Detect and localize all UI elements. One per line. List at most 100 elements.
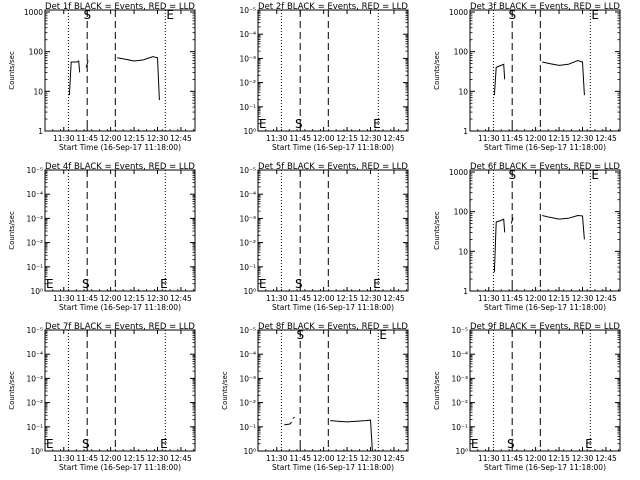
y-tick-label: 10⁻⁴ xyxy=(239,30,256,39)
marker-s: S xyxy=(295,117,303,131)
y-tick-label: 10⁻³ xyxy=(26,214,43,223)
y-tick-label: 10⁻⁵ xyxy=(239,166,256,175)
y-tick-label: 1000 xyxy=(449,8,468,17)
y-axis-label: Counts/sec xyxy=(433,371,441,410)
marker-e: E xyxy=(160,437,168,451)
panel-title: Det 6f BLACK = Events, RED = LLD xyxy=(470,162,620,172)
x-tick-label: 11:45 xyxy=(289,294,311,303)
x-axis-label: Start Time (16-Sep-17 11:18:00) xyxy=(59,143,181,152)
y-tick-label: 10⁰ xyxy=(30,287,43,296)
y-tick-label: 10⁻¹ xyxy=(26,423,43,432)
y-tick-label: 10⁻² xyxy=(239,239,256,248)
x-tick-label: 12:30 xyxy=(360,294,382,303)
panel-det-2: Det 2f BLACK = Events, RED = LLD 10⁰ 10⁻¹ 1… xyxy=(239,2,409,152)
x-tick-label: 12:30 xyxy=(360,134,382,143)
marker-e: E xyxy=(591,8,599,22)
x-tick-label: 12:00 xyxy=(525,294,547,303)
x-tick-label: 11:45 xyxy=(501,134,523,143)
x-tick-label: 12:00 xyxy=(313,454,335,463)
x-tick-label: 11:45 xyxy=(289,134,311,143)
x-tick-label: 12:15 xyxy=(336,294,358,303)
events-series-line xyxy=(292,416,295,419)
y-tick-label: 10⁻⁴ xyxy=(451,350,468,359)
x-tick-label: 11:45 xyxy=(501,454,523,463)
marker-e: E xyxy=(46,277,54,291)
x-tick-label: 12:45 xyxy=(383,454,405,463)
y-axis-label: Counts/sec xyxy=(433,211,441,250)
panel-title: Det 8f BLACK = Events, RED = LLD xyxy=(258,322,408,332)
y-axis-label: Counts/sec xyxy=(8,371,16,410)
events-series-line xyxy=(330,419,373,452)
events-series-line xyxy=(117,56,160,101)
marker-s: S xyxy=(82,277,90,291)
x-tick-label: 11:30 xyxy=(478,454,500,463)
x-tick-label: 12:15 xyxy=(336,454,358,463)
x-tick-label: 11:30 xyxy=(266,134,288,143)
panel-title: Det 7f BLACK = Events, RED = LLD xyxy=(45,322,195,332)
x-axis-label: Start Time (16-Sep-17 11:18:00) xyxy=(272,143,394,152)
plot-frame xyxy=(469,169,621,292)
y-tick-label: 10⁻³ xyxy=(239,214,256,223)
x-tick-label: 11:45 xyxy=(76,294,98,303)
x-tick-label: 11:45 xyxy=(76,134,98,143)
y-tick-label: 10⁻¹ xyxy=(26,263,43,272)
x-tick-label: 11:30 xyxy=(53,134,75,143)
x-tick-label: 12:45 xyxy=(595,134,617,143)
x-tick-label: 11:30 xyxy=(266,294,288,303)
y-tick-label: 10⁻¹ xyxy=(239,103,256,112)
x-tick-label: 12:45 xyxy=(170,134,192,143)
y-tick-label: 10⁻⁴ xyxy=(239,350,256,359)
panel-det-5: Det 5f BLACK = Events, RED = LLD 10⁰ 10⁻¹ 1… xyxy=(239,162,409,312)
x-tick-label: 12:00 xyxy=(100,134,122,143)
marker-e: E xyxy=(259,117,267,131)
x-tick-label: 11:30 xyxy=(53,294,75,303)
y-tick-label: 10⁻⁴ xyxy=(239,190,256,199)
x-tick-label: 12:00 xyxy=(525,454,547,463)
plot-frame xyxy=(44,169,196,292)
x-tick-label: 12:45 xyxy=(595,454,617,463)
events-series-line xyxy=(85,60,89,68)
y-tick-label: 10⁻³ xyxy=(451,374,468,383)
marker-e: E xyxy=(373,277,381,291)
x-tick-label: 12:45 xyxy=(595,294,617,303)
y-tick-label: 10⁻² xyxy=(451,399,468,408)
marker-s: S xyxy=(82,437,90,451)
marker-e: E xyxy=(585,437,593,451)
y-tick-label: 10⁻⁵ xyxy=(451,326,468,335)
plot-frame xyxy=(257,9,409,132)
marker-s: S xyxy=(507,437,515,451)
plot-frame xyxy=(469,9,621,132)
y-tick-label: 10 xyxy=(458,87,468,96)
marker-s: S xyxy=(297,328,305,342)
x-tick-label: 12:00 xyxy=(313,134,335,143)
events-series-line xyxy=(284,421,293,426)
y-tick-label: 10⁻¹ xyxy=(451,423,468,432)
x-tick-label: 12:15 xyxy=(548,134,570,143)
x-tick-label: 12:15 xyxy=(336,134,358,143)
events-series-line xyxy=(493,218,506,273)
x-tick-label: 12:45 xyxy=(383,134,405,143)
x-tick-label: 12:45 xyxy=(383,294,405,303)
x-tick-label: 11:45 xyxy=(289,454,311,463)
y-tick-label: 1 xyxy=(38,127,43,136)
panel-det-8: Det 8f BLACK = Events, RED = LLD Counts/s… xyxy=(221,322,409,472)
x-tick-label: 12:30 xyxy=(147,134,169,143)
x-tick-label: 11:30 xyxy=(478,134,500,143)
y-tick-label: 10⁻² xyxy=(239,79,256,88)
panel-title: Det 1f BLACK = Events, RED = LLD xyxy=(45,2,195,12)
y-axis-label: Counts/sec xyxy=(221,371,229,410)
plot-frame xyxy=(44,329,196,452)
y-tick-label: 10⁰ xyxy=(243,127,256,136)
x-tick-label: 11:45 xyxy=(501,294,523,303)
marker-s: S xyxy=(84,8,92,22)
events-series-line xyxy=(542,59,585,96)
y-tick-label: 1 xyxy=(463,287,468,296)
x-tick-label: 12:15 xyxy=(123,134,145,143)
y-tick-label: 10⁻⁵ xyxy=(26,166,43,175)
y-tick-label: 10 xyxy=(458,247,468,256)
x-tick-label: 12:30 xyxy=(360,454,382,463)
marker-e: E xyxy=(591,168,599,182)
y-tick-label: 10⁻³ xyxy=(26,374,43,383)
y-axis-label: Counts/sec xyxy=(8,51,16,90)
panel-det-6: Det 6f BLACK = Events, RED = LLD Counts/s… xyxy=(433,162,621,312)
